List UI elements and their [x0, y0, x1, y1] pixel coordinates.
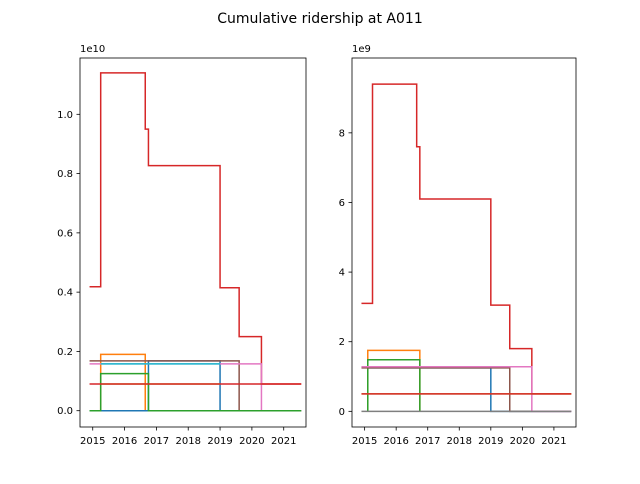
series-line-4 — [361, 367, 572, 413]
y-tick-label: 1.0 — [57, 110, 73, 121]
series-line-7 — [89, 372, 302, 412]
y-tick-label: 8 — [339, 128, 345, 139]
series-line-1 — [99, 353, 146, 411]
y-tick-label: 0.0 — [57, 406, 73, 417]
x-tick-label: 2017 — [415, 436, 440, 447]
series-line-3 — [367, 367, 572, 413]
series-line-4 — [89, 363, 302, 412]
x-tick-label: 2020 — [510, 436, 535, 447]
y-tick-label: 0.2 — [57, 347, 73, 358]
series-line-0 — [361, 83, 572, 395]
y-tick-label: 0.6 — [57, 228, 73, 239]
chart-title: Cumulative ridership at A011 — [217, 11, 422, 27]
x-tick-label: 2016 — [383, 436, 408, 447]
y-tick-label: 0.8 — [57, 169, 73, 180]
x-tick-label: 2020 — [239, 436, 264, 447]
right-subplot: 2015 2016 2017 2018 2019 2020 2021 0 2 4 6 8 1e9 — [339, 44, 577, 447]
x-tick-label: 2016 — [112, 436, 137, 447]
series-line-2 — [367, 359, 421, 412]
left-subplot: 2015 2016 2017 2018 2019 2020 2021 0.0 0.2 0.4 0.6… — [57, 44, 307, 447]
series-line-5 — [361, 366, 572, 413]
series-line-0 — [89, 72, 302, 385]
plot-frame — [79, 57, 307, 428]
series-line-2 — [89, 360, 302, 412]
y-tick-label: 0 — [339, 407, 345, 418]
y-tick-label: 2 — [339, 337, 345, 348]
x-tick-label: 2015 — [352, 436, 377, 447]
y-tick-label: 0.4 — [57, 288, 73, 299]
y-tick-label: 4 — [339, 268, 345, 279]
x-tick-label: 2019 — [207, 436, 232, 447]
series-line-3 — [89, 360, 302, 412]
series-group — [361, 83, 572, 413]
series-group — [89, 72, 302, 412]
x-tick-label: 2018 — [175, 436, 200, 447]
y-offset-label: 1e9 — [352, 44, 371, 55]
x-tick-label: 2017 — [144, 436, 169, 447]
y-tick-label: 6 — [339, 198, 345, 209]
x-tick-label: 2015 — [80, 436, 105, 447]
y-offset-label: 1e10 — [80, 44, 105, 55]
x-tick-label: 2018 — [447, 436, 472, 447]
x-tick-label: 2021 — [541, 436, 566, 447]
x-tick-label: 2019 — [478, 436, 503, 447]
x-tick-label: 2021 — [271, 436, 296, 447]
plot-frame — [351, 57, 577, 428]
